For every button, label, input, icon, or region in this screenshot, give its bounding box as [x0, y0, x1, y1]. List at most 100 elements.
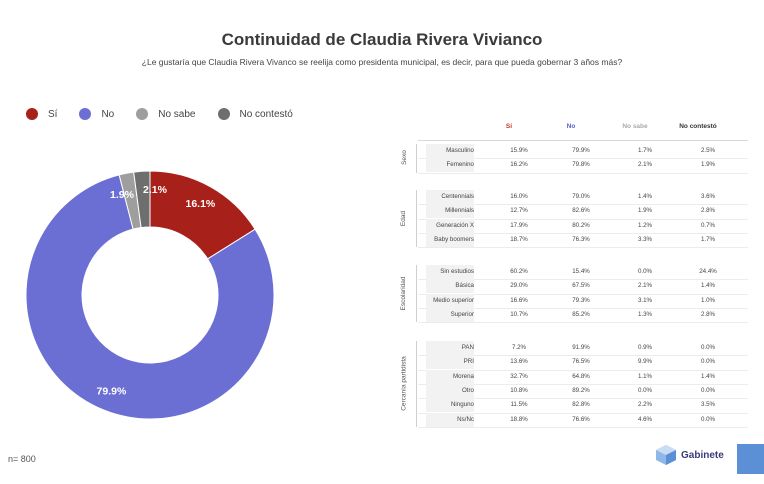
row-divider: [418, 247, 748, 249]
row-label: Millennials: [445, 207, 474, 215]
legend-item: No contestó: [217, 108, 293, 120]
pie-data-label: 1.9%: [110, 189, 135, 201]
table-cell: 2.1%: [637, 282, 653, 290]
cube-logo-icon: [656, 445, 676, 465]
table-row: Morena 32.7% 64.8% 1.1% 1.4%: [416, 370, 746, 384]
row-label-background: [426, 383, 474, 398]
table-cell: 17.9%: [510, 221, 528, 229]
table-cell: 79.9%: [572, 147, 590, 154]
row-divider: [418, 412, 748, 414]
table-cell: 0.0%: [700, 415, 716, 423]
table-cell: 3.1%: [637, 296, 653, 304]
table-cell: 1.9%: [637, 207, 653, 215]
table-cell: 1.1%: [637, 372, 653, 380]
table-row: Otro 10.8% 89.2% 0.0% 0.0%: [416, 384, 746, 398]
row-label-background: [426, 412, 474, 427]
table-cell: 9.9%: [637, 358, 653, 366]
table-row: PAN 7.2% 91.9% 0.9% 0.0%: [416, 341, 746, 355]
table-cell: 82.8%: [572, 401, 590, 409]
table-cell: 0.0%: [700, 386, 716, 394]
row-divider: [418, 307, 748, 309]
pie-data-label: 16.1%: [185, 198, 215, 210]
row-divider: [418, 398, 748, 400]
row-label-background: [426, 204, 474, 219]
pie-data-label: 2.1%: [143, 184, 168, 196]
column-header: Sí: [505, 123, 513, 130]
table-cell: 1.3%: [637, 310, 653, 318]
table-cell: 4.6%: [637, 415, 653, 423]
table-cell: 1.4%: [700, 282, 716, 290]
legend-item: No: [79, 108, 114, 120]
row-label-background: [426, 232, 474, 247]
table-cell: 11.5%: [510, 401, 528, 409]
gabinete-logo: Gabinete: [655, 444, 724, 466]
table-cell: 10.7%: [510, 310, 528, 318]
table-cell: 3.5%: [700, 401, 716, 409]
column-header: No contestó: [679, 123, 717, 130]
table-cell: 1.4%: [700, 372, 716, 380]
row-label: Básica: [455, 282, 474, 290]
row-divider: [418, 232, 748, 234]
row-label-background: [426, 293, 474, 308]
table-cell: 80.2%: [572, 221, 590, 229]
table-cell: 91.9%: [572, 344, 590, 351]
table-row: Ns/Nc 18.8% 76.6% 4.6% 0.0%: [416, 413, 746, 427]
table-cell: 2.8%: [700, 207, 716, 215]
row-label: Femenino: [446, 161, 474, 169]
header-divider: [418, 140, 748, 141]
group-bracket: [416, 144, 475, 173]
table-cell: 2.8%: [700, 310, 716, 318]
table-cell: 18.7%: [510, 235, 528, 243]
column-header: No sabe: [622, 123, 648, 130]
row-divider: [418, 158, 748, 160]
table-cell: 1.7%: [700, 235, 716, 243]
row-label-background: [426, 265, 474, 279]
row-label: Otro: [461, 386, 474, 394]
row-divider: [418, 279, 748, 281]
row-label: Ninguno: [450, 401, 474, 409]
page-title: Continuidad de Claudia Rivera Vivianco: [221, 30, 543, 49]
table-cell: 79.0%: [572, 193, 590, 200]
row-label-background: [426, 144, 474, 158]
table-cell: 2.1%: [637, 161, 653, 169]
table-cell: 76.3%: [572, 235, 590, 243]
pie-slice-no-contest-: [133, 170, 151, 229]
row-divider: [418, 218, 748, 220]
table-cell: 79.8%: [572, 161, 590, 169]
row-divider: [418, 369, 748, 371]
row-label-background: [426, 218, 474, 233]
group-bracket: [416, 190, 475, 248]
row-label: Sin estudios: [440, 268, 474, 275]
table-cell: 2.5%: [700, 147, 716, 154]
row-label-background: [426, 307, 474, 322]
row-label: Superior: [450, 310, 474, 318]
legend-label: No contestó: [239, 108, 293, 120]
table-cell: 15.4%: [572, 268, 590, 275]
row-label: Morena: [453, 372, 474, 380]
chart-legend: Sí No No sabe No contestó: [26, 108, 315, 120]
legend-label: Sí: [48, 108, 58, 120]
table-cell: 1.9%: [700, 161, 716, 169]
legend-swatch: [217, 108, 230, 120]
row-label-background: [426, 158, 474, 173]
table-cell: 7.2%: [511, 344, 527, 351]
table-cell: 76.6%: [572, 415, 590, 423]
table-cell: 0.9%: [637, 344, 653, 351]
table-row: Básica 29.0% 67.5% 2.1% 1.4%: [416, 279, 746, 293]
row-label-background: [426, 279, 474, 294]
table-row: Masculino 15.9% 79.9% 1.7% 2.5%: [416, 144, 746, 158]
pie-data-label: 79.9%: [97, 385, 127, 397]
row-label: Medio superior: [433, 296, 474, 304]
row-label-background: [426, 355, 474, 370]
table-cell: 24.4%: [699, 268, 717, 275]
table-cell: 12.7%: [510, 207, 528, 215]
table-cell: 29.0%: [510, 282, 528, 290]
legend-label: No: [101, 108, 115, 120]
table-cell: 3.3%: [637, 235, 653, 243]
table-row: Ninguno 11.5% 82.8% 2.2% 3.5%: [416, 398, 746, 412]
table-cell: 0.0%: [700, 358, 716, 366]
legend-swatch: [136, 108, 149, 120]
group-label: Cercanía partidista: [400, 356, 408, 411]
table-cell: 32.7%: [510, 372, 528, 380]
table-row: Millennials 12.7% 82.6% 1.9% 2.8%: [416, 204, 746, 218]
